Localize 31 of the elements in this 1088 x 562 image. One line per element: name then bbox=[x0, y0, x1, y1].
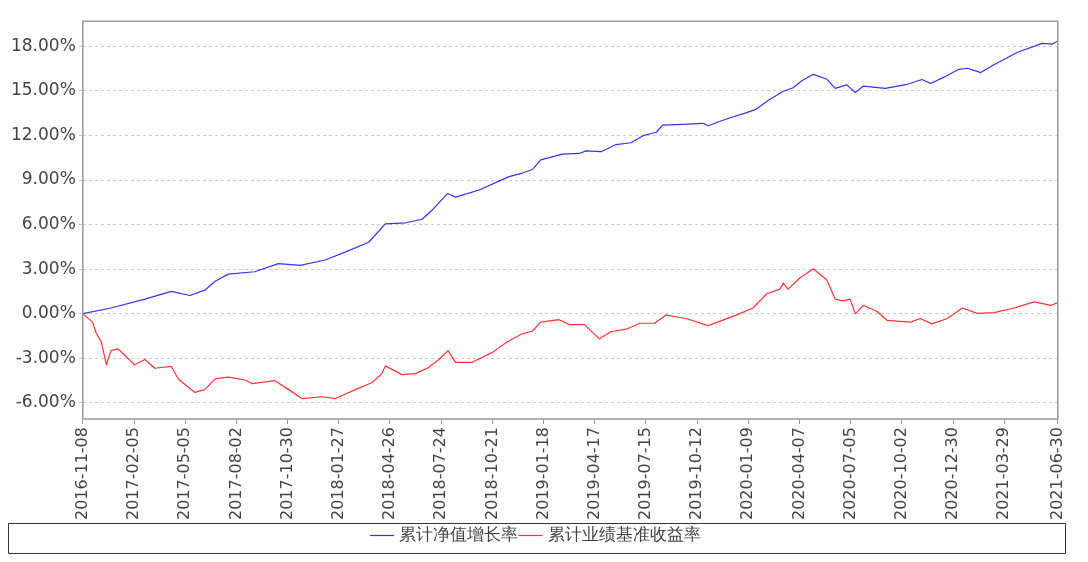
x-tick-label: 2019-04-17 bbox=[583, 427, 603, 520]
x-tick-label: 2018-01-27 bbox=[327, 427, 347, 520]
y-tick-label: 0.00% bbox=[21, 302, 76, 323]
x-tick-label: 2017-08-02 bbox=[225, 427, 245, 520]
x-tick-label: 2018-04-26 bbox=[379, 427, 399, 520]
y-tick-label: 15.00% bbox=[10, 79, 76, 100]
x-tick-label: 2019-07-15 bbox=[635, 427, 655, 520]
x-tick-label: 2017-10-30 bbox=[276, 427, 296, 520]
x-tick-label: 2021-03-29 bbox=[993, 427, 1013, 520]
x-tick-label: 2020-10-02 bbox=[891, 427, 911, 520]
x-tick-label: 2021-06-30 bbox=[1046, 427, 1066, 520]
legend-label: 累计净值增长率 bbox=[399, 523, 518, 544]
x-tick-label: 2017-02-05 bbox=[123, 427, 143, 520]
x-tick-label: 2018-07-24 bbox=[430, 427, 450, 520]
x-tick-label: 2020-01-09 bbox=[737, 427, 757, 520]
x-tick-label: 2020-04-07 bbox=[788, 427, 808, 520]
y-tick-label: 9.00% bbox=[21, 168, 76, 189]
y-tick-label: 12.00% bbox=[10, 123, 76, 144]
y-tick-label: 18.00% bbox=[10, 34, 76, 55]
legend-label: 累计业绩基准收益率 bbox=[547, 523, 701, 544]
x-tick-label: 2018-10-21 bbox=[481, 427, 501, 520]
y-tick-label: 3.00% bbox=[21, 257, 76, 278]
x-tick-label: 2020-07-05 bbox=[839, 427, 859, 520]
x-tick-label: 2019-01-18 bbox=[532, 427, 552, 520]
x-tick-label: 2017-05-05 bbox=[174, 427, 194, 520]
y-tick-label: -6.00% bbox=[15, 391, 76, 412]
x-tick-label: 2019-10-12 bbox=[686, 427, 706, 520]
x-tick-label: 2016-11-08 bbox=[71, 427, 91, 520]
y-tick-label: 6.00% bbox=[21, 212, 76, 233]
x-tick-label: 2020-12-30 bbox=[942, 427, 962, 520]
y-tick-label: -3.00% bbox=[15, 346, 76, 367]
